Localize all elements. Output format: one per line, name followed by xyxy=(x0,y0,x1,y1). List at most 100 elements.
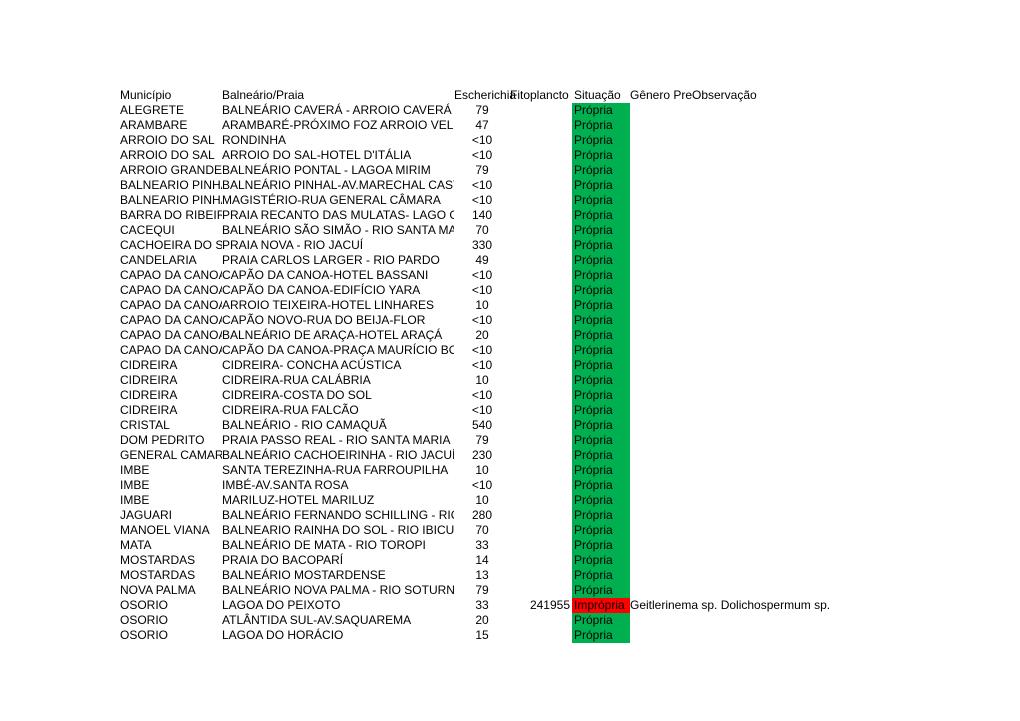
cell-fitoplancto xyxy=(510,163,572,178)
cell-genero xyxy=(630,313,692,328)
cell-municipio: CIDREIRA xyxy=(120,403,222,418)
cell-fitoplancto xyxy=(510,148,572,163)
cell-balneario: BALNEÁRIO MOSTARDENSE xyxy=(222,568,454,583)
cell-genero xyxy=(630,613,692,628)
cell-genero xyxy=(630,433,692,448)
cell-fitoplancto xyxy=(510,493,572,508)
cell-fitoplancto xyxy=(510,298,572,313)
cell-balneario: BALNEÁRIO PONTAL - LAGOA MIRIM xyxy=(222,163,454,178)
cell-escherichia: 79 xyxy=(454,433,510,448)
cell-escherichia: <10 xyxy=(454,148,510,163)
cell-genero xyxy=(630,418,692,433)
cell-balneario: CAPÃO DA CANOA-PRAÇA MAURÍCIO BOIANOVSKY xyxy=(222,343,454,358)
cell-municipio: CIDREIRA xyxy=(120,358,222,373)
cell-situacao: Própria xyxy=(572,538,630,553)
cell-situacao: Própria xyxy=(572,103,630,118)
table-row: ARROIO DO SALRONDINHA<10Própria xyxy=(120,133,1020,148)
cell-fitoplancto xyxy=(510,193,572,208)
cell-genero xyxy=(630,553,692,568)
cell-municipio: ALEGRETE xyxy=(120,103,222,118)
cell-balneario: PRAIA CARLOS LARGER - RIO PARDO xyxy=(222,253,454,268)
cell-escherichia: <10 xyxy=(454,193,510,208)
cell-genero xyxy=(630,223,692,238)
cell-escherichia: 79 xyxy=(454,163,510,178)
cell-genero xyxy=(630,298,692,313)
cell-municipio: CAPAO DA CANOA xyxy=(120,343,222,358)
cell-situacao: Própria xyxy=(572,583,630,598)
cell-balneario: BALNEÁRIO CAVERÁ - ARROIO CAVERÁ xyxy=(222,103,454,118)
cell-genero xyxy=(630,628,692,643)
cell-balneario: LAGOA DO HORÁCIO xyxy=(222,628,454,643)
table-row: OSORIOLAGOA DO PEIXOTO33241955ImprópriaG… xyxy=(120,598,1020,613)
cell-genero xyxy=(630,193,692,208)
cell-situacao: Própria xyxy=(572,343,630,358)
cell-fitoplancto xyxy=(510,373,572,388)
cell-fitoplancto xyxy=(510,508,572,523)
cell-balneario: ARROIO TEIXEIRA-HOTEL LINHARES xyxy=(222,298,454,313)
cell-fitoplancto xyxy=(510,478,572,493)
cell-fitoplancto xyxy=(510,103,572,118)
cell-genero xyxy=(630,538,692,553)
table-row: ARROIO DO SALARROIO DO SAL-HOTEL D'ITÁLI… xyxy=(120,148,1020,163)
cell-fitoplancto xyxy=(510,358,572,373)
table-row: DOM PEDRITOPRAIA PASSO REAL - RIO SANTA … xyxy=(120,433,1020,448)
cell-escherichia: 70 xyxy=(454,523,510,538)
cell-escherichia: 230 xyxy=(454,448,510,463)
cell-escherichia: 33 xyxy=(454,598,510,613)
cell-municipio: IMBE xyxy=(120,478,222,493)
cell-municipio: CIDREIRA xyxy=(120,388,222,403)
cell-municipio: CAPAO DA CANOA xyxy=(120,283,222,298)
cell-municipio: ARROIO DO SAL xyxy=(120,148,222,163)
cell-situacao: Própria xyxy=(572,313,630,328)
cell-municipio: CAPAO DA CANOA xyxy=(120,298,222,313)
cell-situacao: Própria xyxy=(572,463,630,478)
cell-genero xyxy=(630,493,692,508)
cell-genero xyxy=(630,343,692,358)
cell-situacao: Própria xyxy=(572,178,630,193)
cell-situacao: Própria xyxy=(572,433,630,448)
cell-balneario: PRAIA DO BACOPARÍ xyxy=(222,553,454,568)
cell-balneario: BALNEÁRIO NOVA PALMA - RIO SOTURNO xyxy=(222,583,454,598)
cell-balneario: ARAMBARÉ-PRÓXIMO FOZ ARROIO VELHACO xyxy=(222,118,454,133)
table-row: CIDREIRACIDREIRA-RUA CALÁBRIA10 Própria xyxy=(120,373,1020,388)
cell-municipio: MOSTARDAS xyxy=(120,568,222,583)
cell-situacao: Própria xyxy=(572,193,630,208)
table-row: CANDELARIAPRAIA CARLOS LARGER - RIO PARD… xyxy=(120,253,1020,268)
cell-genero xyxy=(630,163,692,178)
cell-genero xyxy=(630,328,692,343)
cell-municipio: OSORIO xyxy=(120,598,222,613)
cell-escherichia: 10 xyxy=(454,373,510,388)
cell-municipio: CIDREIRA xyxy=(120,373,222,388)
col-header-escherichia: Escherichia xyxy=(454,88,510,103)
table-row: CIDREIRACIDREIRA-RUA FALCÃO<10 Própria xyxy=(120,403,1020,418)
table-row: ARAMBAREARAMBARÉ-PRÓXIMO FOZ ARROIO VELH… xyxy=(120,118,1020,133)
cell-situacao: Imprópria xyxy=(572,598,630,613)
cell-fitoplancto xyxy=(510,523,572,538)
cell-genero xyxy=(630,103,692,118)
cell-escherichia: 140 xyxy=(454,208,510,223)
cell-fitoplancto xyxy=(510,238,572,253)
cell-fitoplancto xyxy=(510,403,572,418)
cell-fitoplancto xyxy=(510,133,572,148)
cell-escherichia: 10 xyxy=(454,463,510,478)
cell-situacao: Própria xyxy=(572,253,630,268)
cell-municipio: CAPAO DA CANOA xyxy=(120,268,222,283)
cell-balneario: MARILUZ-HOTEL MARILUZ xyxy=(222,493,454,508)
col-header-genero: Gênero Pre xyxy=(630,88,692,103)
table-row: CAPAO DA CANOAARROIO TEIXEIRA-HOTEL LINH… xyxy=(120,298,1020,313)
cell-situacao: Própria xyxy=(572,403,630,418)
cell-municipio: OSORIO xyxy=(120,628,222,643)
cell-municipio: BALNEARIO PINHAL xyxy=(120,193,222,208)
cell-municipio: CANDELARIA xyxy=(120,253,222,268)
cell-genero xyxy=(630,148,692,163)
cell-escherichia: 70 xyxy=(454,223,510,238)
cell-fitoplancto xyxy=(510,583,572,598)
cell-genero xyxy=(630,253,692,268)
cell-balneario: CIDREIRA-RUA FALCÃO xyxy=(222,403,454,418)
cell-fitoplancto xyxy=(510,538,572,553)
cell-escherichia: <10 xyxy=(454,403,510,418)
cell-balneario: CIDREIRA-RUA CALÁBRIA xyxy=(222,373,454,388)
header-row: Município Balneário/Praia Escherichia Fi… xyxy=(120,88,1020,103)
cell-situacao: Própria xyxy=(572,373,630,388)
table-row: BALNEARIO PINHALBALNEÁRIO PINHAL-AV.MARE… xyxy=(120,178,1020,193)
